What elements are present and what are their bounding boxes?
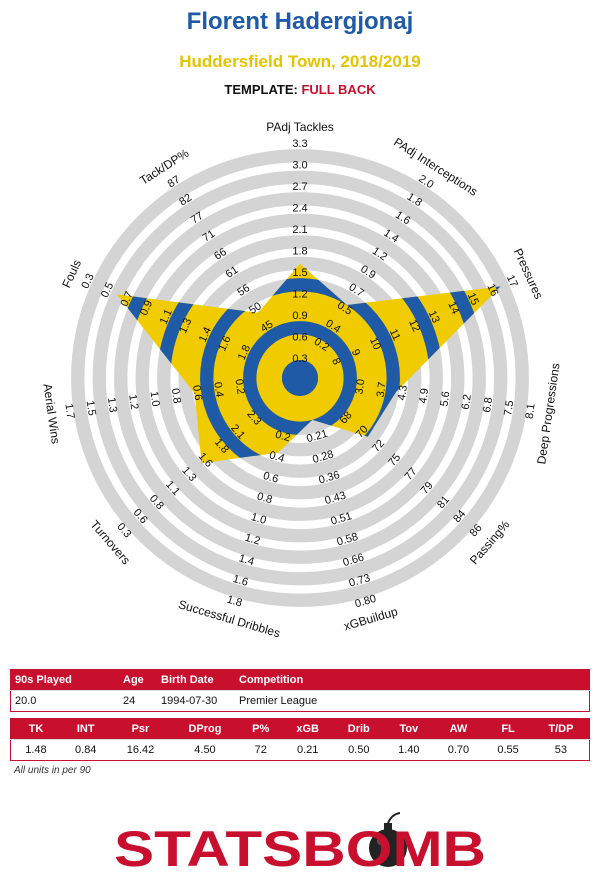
tick-label: 2.7 bbox=[292, 181, 307, 193]
stat-header: FL bbox=[483, 719, 533, 740]
tick-label: 6.8 bbox=[481, 397, 495, 414]
player-name: Florent Hadergjonaj bbox=[0, 8, 600, 36]
tick-label: 2.4 bbox=[292, 203, 307, 215]
stat-value: 0.21 bbox=[282, 740, 334, 761]
tick-label: 3.7 bbox=[375, 381, 389, 398]
tick-label: 4.3 bbox=[396, 384, 410, 401]
tick-label: 0.2 bbox=[233, 378, 247, 395]
player-info-table: 90s Played Age Birth Date Competition 20… bbox=[10, 669, 590, 712]
units-note: All units in per 90 bbox=[14, 765, 91, 776]
stat-value: 0.55 bbox=[483, 740, 533, 761]
stat-header: P% bbox=[240, 719, 282, 740]
tick-label: 0.9 bbox=[292, 310, 307, 322]
stats-value-row: 1.48 0.84 16.42 4.50 72 0.21 0.50 1.40 0… bbox=[11, 740, 590, 761]
stat-value: 0.70 bbox=[434, 740, 484, 761]
axis-label: PAdj Tackles bbox=[266, 120, 334, 134]
tick-label: 7.5 bbox=[502, 400, 516, 417]
radar-chart: 0.3 0.6 0.9 1.2 1.5 1.8 2.1 2.4 2.7 3.0 3.3 0.2 0.4 0… bbox=[0, 105, 600, 650]
tick-label: 6.2 bbox=[460, 394, 474, 411]
value-age: 24 bbox=[119, 691, 157, 712]
axis-label: Aerial Wins bbox=[40, 383, 63, 445]
statsbomb-logo: STATSBOMB bbox=[0, 808, 600, 878]
stat-value: 1.48 bbox=[11, 740, 61, 761]
header-birth-date: Birth Date bbox=[157, 670, 235, 691]
tick-label: 1.0 bbox=[147, 390, 161, 407]
value-competition: Premier League bbox=[235, 691, 590, 712]
tick-label: 1.8 bbox=[292, 246, 307, 258]
template-line: TEMPLATE: FULL BACK bbox=[0, 82, 600, 97]
stats-table: TK INT Psr DProg P% xGB Drib Tov AW FL T… bbox=[10, 718, 590, 761]
axis-label: Deep Progressions bbox=[534, 362, 562, 465]
stat-header: INT bbox=[61, 719, 111, 740]
stat-value: 16.42 bbox=[111, 740, 171, 761]
tick-label: 0.6 bbox=[292, 332, 307, 344]
template-value: FULL BACK bbox=[301, 82, 375, 97]
team-season: Huddersfield Town, 2018/2019 bbox=[0, 52, 600, 72]
player-info-header-row: 90s Played Age Birth Date Competition bbox=[11, 670, 590, 691]
tick-label: 0.3 bbox=[292, 353, 307, 365]
stat-value: 72 bbox=[240, 740, 282, 761]
stat-header: T/DP bbox=[533, 719, 590, 740]
tick-label: 4.9 bbox=[417, 387, 431, 404]
stat-value: 1.40 bbox=[384, 740, 434, 761]
tick-label: 0.8 bbox=[169, 387, 183, 404]
header-age: Age bbox=[119, 670, 157, 691]
tick-label: 3.3 bbox=[292, 138, 307, 150]
value-90s-played: 20.0 bbox=[11, 691, 120, 712]
stat-header: Psr bbox=[111, 719, 171, 740]
tick-label: 1.5 bbox=[292, 267, 307, 279]
tick-label: 1.2 bbox=[126, 394, 140, 411]
tick-label: 8.1 bbox=[524, 403, 538, 420]
stat-header: TK bbox=[11, 719, 61, 740]
stat-header: Tov bbox=[384, 719, 434, 740]
stat-header: Drib bbox=[334, 719, 385, 740]
header-competition: Competition bbox=[235, 670, 590, 691]
stat-header: AW bbox=[434, 719, 484, 740]
stat-value: 53 bbox=[533, 740, 590, 761]
tick-label: 1.5 bbox=[84, 400, 98, 417]
header-90s-played: 90s Played bbox=[11, 670, 120, 691]
tick-label: 1.7 bbox=[62, 403, 76, 420]
stat-value: 4.50 bbox=[170, 740, 239, 761]
stat-value: 0.50 bbox=[334, 740, 385, 761]
stat-header: DProg bbox=[170, 719, 239, 740]
player-info-row: 20.0 24 1994-07-30 Premier League bbox=[11, 691, 590, 712]
value-birth-date: 1994-07-30 bbox=[157, 691, 235, 712]
tick-label: 2.1 bbox=[292, 224, 307, 236]
logo-text: STATSBOMB bbox=[114, 821, 486, 877]
template-label: TEMPLATE: bbox=[224, 82, 297, 97]
stats-header-row: TK INT Psr DProg P% xGB Drib Tov AW FL T… bbox=[11, 719, 590, 740]
tick-label: 0.6 bbox=[190, 384, 204, 401]
tick-label: 1.3 bbox=[105, 397, 119, 414]
radar-center bbox=[282, 360, 318, 396]
tick-label: 3.0 bbox=[353, 378, 367, 395]
stat-value: 0.84 bbox=[61, 740, 111, 761]
tick-label: 1.2 bbox=[292, 289, 307, 301]
tick-label: 3.0 bbox=[292, 160, 307, 172]
stat-header: xGB bbox=[282, 719, 334, 740]
tick-label: 5.6 bbox=[438, 390, 452, 407]
axis-label: xGBuildup bbox=[342, 604, 399, 633]
tick-label: 0.4 bbox=[211, 381, 225, 398]
